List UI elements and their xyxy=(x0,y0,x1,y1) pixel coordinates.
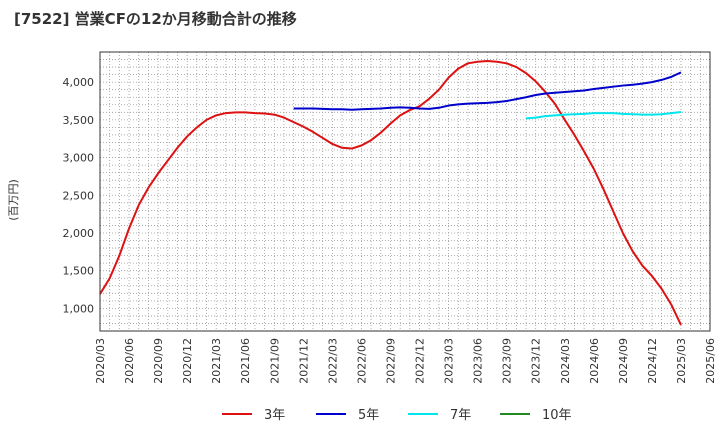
series-layer xyxy=(99,60,682,326)
x-tick-label: 2020/03 xyxy=(94,338,107,384)
chart-title: [7522] 営業CFの12か月移動合計の推移 xyxy=(14,10,297,28)
x-tick-label: 2021/03 xyxy=(210,338,223,384)
x-tick-label: 2022/12 xyxy=(414,338,427,384)
y-tick-label: 2,000 xyxy=(63,227,95,240)
x-tick-label: 2024/06 xyxy=(588,338,601,384)
x-tick-label: 2022/06 xyxy=(355,338,368,384)
x-tick-label: 2023/09 xyxy=(501,338,514,384)
x-tick-label: 2023/06 xyxy=(472,338,485,384)
y-tick-label: 2,500 xyxy=(63,189,95,202)
series-line-3年 xyxy=(99,60,682,326)
x-tick-label: 2024/09 xyxy=(617,338,630,384)
y-tick-label: 1,000 xyxy=(63,302,95,315)
x-tick-label: 2022/03 xyxy=(326,338,339,384)
plot-background xyxy=(100,52,710,331)
y-tick-label: 3,000 xyxy=(63,152,95,165)
x-tick-label: 2023/03 xyxy=(443,338,456,384)
x-tick-label: 2020/12 xyxy=(181,338,194,384)
series-line-7年 xyxy=(525,110,682,120)
legend: 3年 5年 7年 10年 xyxy=(222,408,572,423)
x-tick-label: 2025/06 xyxy=(704,338,717,384)
x-tick-label: 2021/09 xyxy=(268,338,281,384)
legend-label: 3年 xyxy=(264,408,285,423)
legend-label: 10年 xyxy=(542,408,572,423)
x-tick-label: 2020/06 xyxy=(123,338,136,384)
legend-label: 7年 xyxy=(450,408,471,423)
axes: 1,000 1,500 2,000 2,500 3,000 3,500 4,000 2020/… xyxy=(63,51,717,384)
y-axis-label: (百万円) xyxy=(7,179,20,221)
plot-border xyxy=(99,51,711,332)
x-tick-label: 2023/12 xyxy=(530,338,543,384)
y-tick-label: 1,500 xyxy=(63,265,95,278)
x-tick-label: 2021/12 xyxy=(297,338,310,384)
y-tick-label: 3,500 xyxy=(63,114,95,127)
series-line-5年 xyxy=(293,71,682,111)
legend-label: 5年 xyxy=(358,408,379,423)
x-tick-label: 2025/03 xyxy=(675,338,688,384)
x-tick-label: 2021/06 xyxy=(239,338,252,384)
x-tick-label: 2022/09 xyxy=(384,338,397,384)
x-tick-label: 2020/09 xyxy=(152,338,165,384)
x-tick-label: 2024/12 xyxy=(646,338,659,384)
x-tick-label: 2024/03 xyxy=(559,338,572,384)
y-tick-label: 4,000 xyxy=(63,76,95,89)
